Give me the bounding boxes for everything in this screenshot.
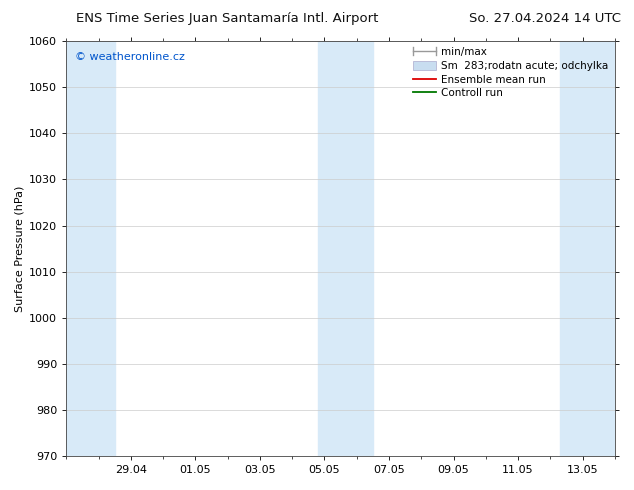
- Y-axis label: Surface Pressure (hPa): Surface Pressure (hPa): [15, 185, 25, 312]
- Text: © weatheronline.cz: © weatheronline.cz: [75, 51, 184, 62]
- Bar: [67, 41, 115, 456]
- Text: ENS Time Series Juan Santamaría Intl. Airport: ENS Time Series Juan Santamaría Intl. Ai…: [76, 12, 378, 25]
- Bar: [318, 41, 373, 456]
- Bar: [560, 41, 615, 456]
- Legend: min/max, Sm  283;rodatn acute; odchylka, Ensemble mean run, Controll run: min/max, Sm 283;rodatn acute; odchylka, …: [409, 43, 612, 102]
- Text: So. 27.04.2024 14 UTC: So. 27.04.2024 14 UTC: [469, 12, 621, 25]
